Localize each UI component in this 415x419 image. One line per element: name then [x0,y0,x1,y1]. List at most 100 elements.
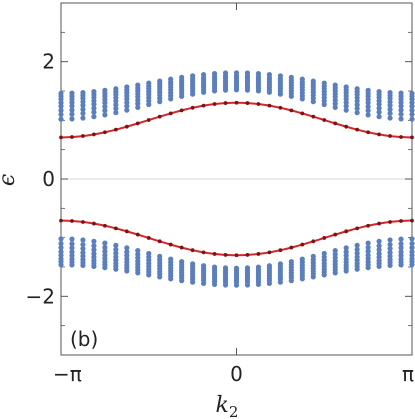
bulk-band-point [124,99,130,106]
bulk-band-point [69,107,75,113]
bulk-band-point [146,80,152,86]
y-tick-label: −2 [26,284,55,308]
bulk-band-point [113,105,119,112]
bulk-band-point [299,276,305,282]
y-axis-label: ϵ [0,174,20,186]
bulk-band-point [376,89,382,95]
bulk-band-point [69,111,75,117]
bulk-band-point [222,70,229,76]
edge-state-point [212,252,217,256]
edge-state-point [366,130,371,135]
bulk-band-point [387,262,393,269]
bulk-band-point [124,249,130,255]
edge-state-point [410,135,414,140]
bulk-band-point [409,262,415,268]
bulk-band-point [102,104,108,110]
edge-state-point [267,250,272,255]
bulk-band-point [113,242,119,248]
bulk-band-point [69,262,75,268]
bulk-band-point [332,82,338,88]
bulk-band-point [113,266,119,272]
bulk-band-point [124,268,130,274]
edge-state-point [190,248,195,253]
bulk-band-point [69,236,75,242]
bulk-band-point [332,248,338,254]
bulk-band-point [288,74,294,80]
bulk-band-point [91,89,97,95]
bulk-band-point [135,104,141,110]
bulk-band-point [387,89,393,96]
bulk-band-point [376,238,382,244]
bulk-band-point [288,278,294,284]
bulk-band-point [113,110,119,116]
y-tick-label: 2 [42,50,55,74]
bulk-band-point [58,116,64,122]
bulk-band-point [266,71,273,78]
bulk-band-point [200,71,207,78]
bulk-band-point [354,110,360,116]
bulk-band-point [102,107,108,114]
edge-state-point [322,118,327,122]
bulk-band-point [113,102,119,108]
bulk-band-point [69,116,75,122]
bulk-band-point [244,70,251,76]
edge-state-point [70,135,74,139]
bulk-band-point [91,238,97,244]
bulk-band-point [135,270,141,276]
bulk-band-point [365,87,371,93]
edge-state-point [311,239,316,244]
bulk-band-point [102,244,108,251]
edge-state-point [135,232,140,237]
edge-state-point [59,218,63,223]
bulk-band-point [310,274,316,280]
bulk-band-point [365,240,371,246]
edge-state-point [399,135,403,139]
bulk-band-point [69,90,75,96]
bulk-band-point [233,70,240,76]
bulk-band-point [124,107,130,113]
bulk-band-point [244,282,251,288]
bulk-band-point [58,262,64,268]
edge-state-point [59,135,63,140]
bulk-band-point [365,265,371,271]
bulk-band-point [409,240,415,247]
bulk-band-point [124,103,130,109]
bulk-band-point [168,76,174,82]
edge-state-point [212,102,217,106]
bulk-band-point [321,272,327,278]
bulk-band-point [58,107,64,113]
bulk-band-point [409,116,415,122]
edge-state-point [399,219,403,223]
bulk-band-point [343,107,349,113]
edge-state-point [201,103,206,108]
x-axis-label: k2 [216,393,239,419]
edge-state-point [300,111,305,116]
edge-state-point [322,236,327,240]
bulk-band-point [69,245,75,251]
edge-state-point [245,253,250,257]
edge-state-point [81,134,85,138]
bulk-band-point [146,272,152,278]
bulk-band-point [387,106,393,112]
bulk-band-point [113,86,119,92]
y-tick-label: 0 [42,167,55,191]
bulk-band-point [387,241,393,248]
bulk-band-point [354,102,360,108]
edge-state-point [124,124,129,129]
bulk-band-point [376,109,382,115]
edge-state-point [256,102,261,106]
bulk-band-point [387,246,393,252]
bulk-band-point [190,279,196,285]
bulk-band-point [102,87,108,93]
bulk-band-point [376,247,382,253]
edge-state-point [311,114,316,119]
bulk-band-point [398,245,404,251]
bulk-band-point [124,84,130,90]
bulk-band-point [343,249,349,255]
bulk-band-point [80,89,86,96]
bulk-band-point [102,240,108,246]
edge-state-point [344,229,349,234]
edge-state-point [92,132,96,137]
bulk-band-point [124,252,130,259]
bulk-band-point [266,280,273,287]
